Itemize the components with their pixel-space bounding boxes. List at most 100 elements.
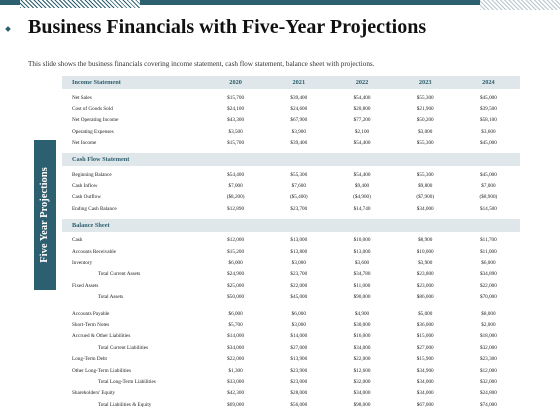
row-value: ($8,200) — [226, 194, 245, 201]
table-row: Accounts Receivable $15,200 $13,800 $13,000… — [62, 246, 520, 257]
row-label: Net Sales — [72, 94, 92, 101]
row-value: $24,900 — [227, 271, 245, 278]
row-value: $12,000 — [227, 237, 245, 244]
table-row: Ending Cash Balance $12,890 $23,700 $14,740… — [62, 203, 520, 214]
table-row: Cash Inflow $7,000 $7,600 $9,400 $9,800 $7,00… — [62, 180, 520, 191]
page-title: Business Financials with Five-Year Proje… — [28, 16, 427, 38]
table-row: Net Sales $15,700 $39,400 $54,400 $55,300 $45… — [62, 92, 520, 103]
table-row: Net Operating Income $43,300 $67,900 $77,20… — [62, 115, 520, 126]
table-row: Net Income $15,700 $39,400 $54,400 $55,300 $4… — [62, 138, 520, 149]
row-value: $13,000 — [290, 237, 308, 244]
row-label: Net Operating Income — [72, 117, 119, 124]
row-value: $55,300 — [416, 94, 434, 101]
row-label: Beginning Balance — [72, 171, 112, 178]
row-value: $77,200 — [353, 117, 371, 124]
row-value: $6,000 — [228, 310, 243, 317]
row-value: $50,000 — [227, 294, 245, 301]
top-accent-bar — [0, 0, 560, 5]
row-value: $14,000 — [290, 333, 308, 340]
row-value: $21,900 — [416, 106, 434, 113]
row-value: $6,000 — [291, 310, 306, 317]
row-value: $7,000 — [481, 183, 496, 190]
row-value: $13,800 — [290, 248, 308, 255]
row-label: Accrued & Other Liabilities — [72, 333, 131, 340]
page-subtitle: This slide shows the business financials… — [28, 60, 375, 68]
corner-hatch-decoration — [480, 0, 560, 10]
row-value: $8,000 — [481, 310, 496, 317]
row-value: $7,000 — [228, 183, 243, 190]
row-value: $11,000 — [353, 282, 371, 289]
row-value: $34,000 — [416, 390, 434, 397]
row-value: $13,900 — [290, 356, 308, 363]
row-value: $22,000 — [353, 356, 371, 363]
row-value: ($5,400) — [289, 194, 308, 201]
row-value: $5,700 — [228, 321, 243, 328]
row-value: $39,500 — [479, 106, 497, 113]
table-row: Cash Outflow ($8,200) ($5,400) ($4,900) ($7,… — [62, 192, 520, 203]
year-header: 2021 — [292, 79, 306, 86]
row-value: $3,600 — [481, 128, 496, 135]
row-value: $5,000 — [418, 310, 433, 317]
row-value: $12,000 — [479, 367, 497, 374]
year-header: 2022 — [355, 79, 369, 86]
title-bullet-icon — [5, 26, 11, 32]
row-value: $34,890 — [479, 271, 497, 278]
row-value: $25,000 — [227, 282, 245, 289]
row-value: $3,000 — [291, 321, 306, 328]
row-value: $24,600 — [290, 106, 308, 113]
row-label: Short-Term Notes — [72, 321, 110, 328]
row-value: $10,000 — [353, 237, 371, 244]
table-row: Total Liabilities & Equity $69,000 $56,000… — [62, 399, 520, 410]
row-value: $6,000 — [481, 259, 496, 266]
top-hatch-decoration — [20, 0, 140, 8]
row-value: $12,890 — [227, 205, 245, 212]
row-value: $54,400 — [353, 94, 371, 101]
row-value: $39,400 — [290, 140, 308, 147]
row-value: $67,900 — [290, 117, 308, 124]
row-label: Net Income — [72, 140, 97, 147]
row-value: $70,000 — [479, 294, 497, 301]
row-value: $23,300 — [479, 356, 497, 363]
row-value: $30,000 — [353, 321, 371, 328]
row-value: $42,300 — [227, 390, 245, 397]
row-value: $9,800 — [418, 183, 433, 190]
row-value: $36,000 — [416, 321, 434, 328]
row-value: $45,000 — [479, 140, 497, 147]
cashflow-rows: Beginning Balance $54,400 $55,300 $54,400 $5… — [62, 169, 520, 215]
row-value: $34,000 — [416, 378, 434, 385]
row-value: $55,300 — [290, 171, 308, 178]
row-value: $45,000 — [290, 294, 308, 301]
row-value: $14,740 — [353, 205, 371, 212]
row-value: $33,000 — [227, 378, 245, 385]
row-value: $27,000 — [416, 344, 434, 351]
row-value: $39,400 — [290, 94, 308, 101]
balance-header: Balance Sheet — [62, 218, 520, 232]
row-value: $15,700 — [227, 140, 245, 147]
row-label: Accounts Receivable — [72, 248, 116, 255]
row-value: $43,300 — [227, 117, 245, 124]
table-row: Cash $12,000 $13,000 $10,000 $8,900 $11,700 — [62, 235, 520, 246]
row-value: $22,000 — [479, 282, 497, 289]
row-value: $20,800 — [353, 106, 371, 113]
row-value: $15,000 — [416, 333, 434, 340]
row-label: Accounts Payable — [72, 310, 110, 317]
table-row: Short-Term Notes $5,700 $3,000 $30,000 $36,0… — [62, 319, 520, 330]
row-value: $23,700 — [290, 205, 308, 212]
row-value: $13,000 — [353, 248, 371, 255]
row-value: $7,600 — [291, 183, 306, 190]
row-label: Long-Term Debt — [72, 356, 107, 363]
side-label-panel: Five Year Projections — [34, 140, 56, 290]
row-label: Cost of Goods Sold — [72, 106, 113, 113]
row-value: $34,780 — [353, 271, 371, 278]
table-row: Shareholders' Equity $42,300 $28,000 $34,00… — [62, 388, 520, 399]
row-value: $23,000 — [416, 282, 434, 289]
row-value: $2,100 — [354, 128, 370, 135]
row-value: $3,900 — [418, 259, 433, 266]
year-header: 2023 — [418, 79, 432, 86]
row-value: $27,000 — [290, 344, 308, 351]
row-label: Ending Cash Balance — [72, 205, 117, 212]
row-value: $23,700 — [290, 271, 308, 278]
row-value: $34,000 — [353, 344, 371, 351]
row-label: Fixed Assets — [72, 282, 99, 289]
row-value: $14,000 — [227, 333, 245, 340]
